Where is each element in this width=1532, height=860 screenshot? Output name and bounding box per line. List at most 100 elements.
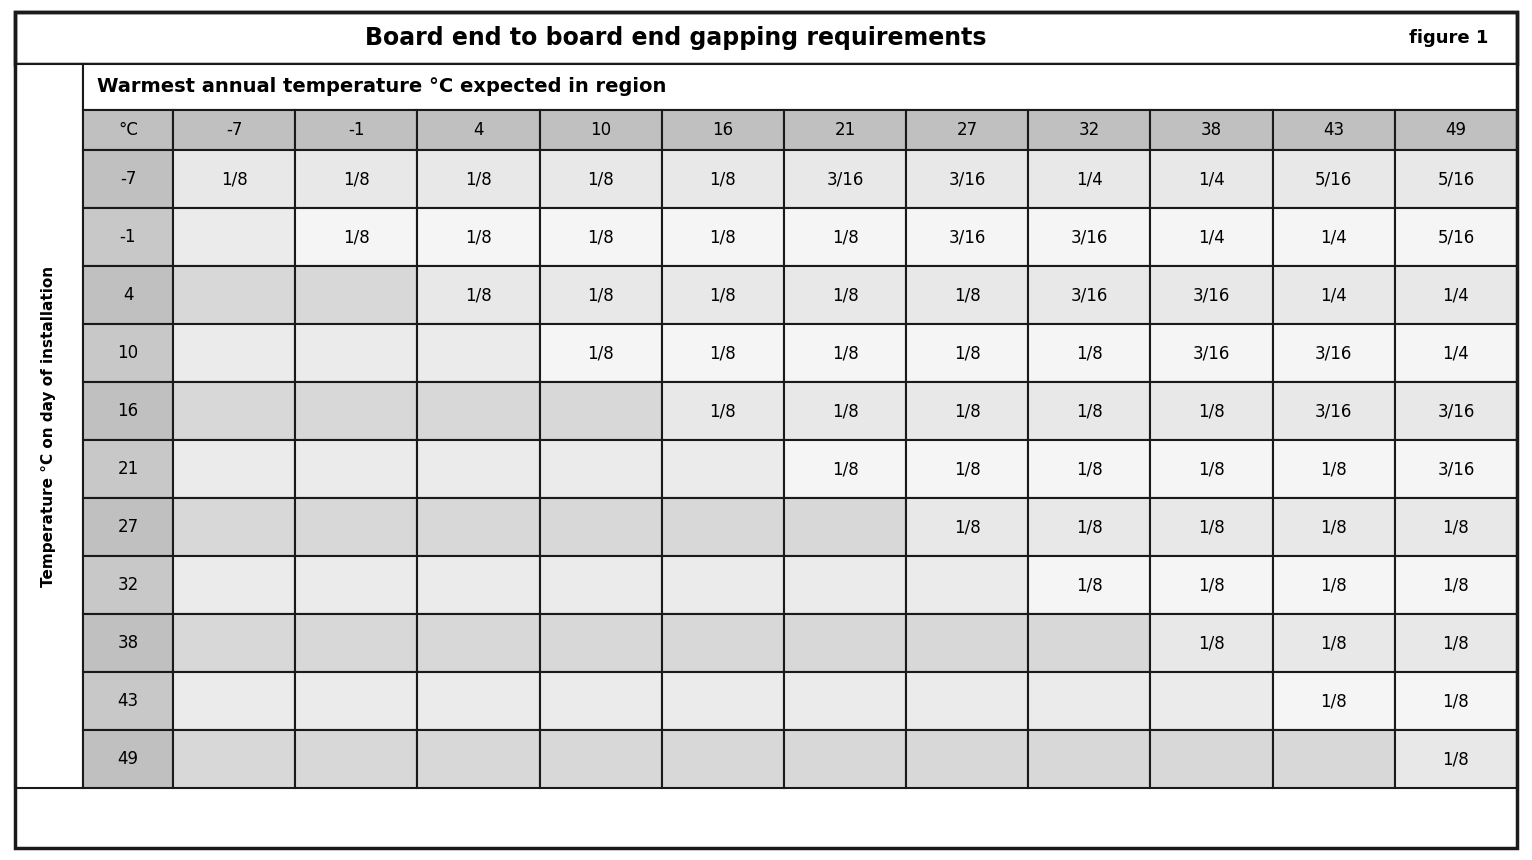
Bar [539, 266, 662, 324]
Bar [784, 440, 905, 498]
Bar [83, 266, 173, 324]
Bar [784, 672, 905, 730]
Text: 1/4: 1/4 [1075, 170, 1103, 188]
Bar [905, 208, 1028, 266]
Bar [662, 208, 784, 266]
Text: 1/8: 1/8 [1443, 518, 1469, 536]
Text: 4: 4 [123, 286, 133, 304]
Bar [417, 440, 539, 498]
Bar [905, 498, 1028, 556]
Text: 1/8: 1/8 [832, 402, 858, 420]
Bar [905, 440, 1028, 498]
Bar [1028, 440, 1151, 498]
Bar [83, 64, 1517, 110]
Text: 1/8: 1/8 [1075, 576, 1103, 594]
Bar [905, 382, 1028, 440]
Text: 1/8: 1/8 [954, 518, 980, 536]
Text: 49: 49 [1445, 121, 1466, 139]
Text: 1/4: 1/4 [1443, 286, 1469, 304]
Bar [1028, 324, 1151, 382]
Text: 21: 21 [118, 460, 138, 478]
Bar [662, 672, 784, 730]
Text: 1/4: 1/4 [1321, 286, 1347, 304]
Bar [417, 614, 539, 672]
Text: 1/8: 1/8 [709, 344, 737, 362]
Bar [784, 382, 905, 440]
Text: 1/8: 1/8 [709, 170, 737, 188]
Text: 1/8: 1/8 [954, 286, 980, 304]
Bar [662, 324, 784, 382]
Text: Temperature °C on day of installation: Temperature °C on day of installation [41, 266, 57, 587]
Text: 1/8: 1/8 [1321, 692, 1347, 710]
Text: 16: 16 [118, 402, 138, 420]
Text: 1/8: 1/8 [709, 286, 737, 304]
Text: 1/8: 1/8 [221, 170, 248, 188]
Text: 1/8: 1/8 [343, 170, 369, 188]
Text: 1/8: 1/8 [1321, 634, 1347, 652]
Bar [784, 324, 905, 382]
Bar [296, 266, 417, 324]
Bar [784, 110, 905, 150]
Text: 32: 32 [118, 576, 138, 594]
Bar [1273, 208, 1394, 266]
Bar [539, 730, 662, 788]
Bar [539, 498, 662, 556]
Bar [1273, 730, 1394, 788]
Bar [539, 672, 662, 730]
Bar [905, 672, 1028, 730]
Bar [784, 208, 905, 266]
Bar [1028, 382, 1151, 440]
Bar [662, 730, 784, 788]
Text: 3/16: 3/16 [1314, 402, 1353, 420]
Bar [173, 266, 296, 324]
Bar [1273, 382, 1394, 440]
Bar [539, 110, 662, 150]
Bar [296, 150, 417, 208]
Bar [83, 324, 173, 382]
Bar [1151, 150, 1273, 208]
Text: 43: 43 [1324, 121, 1344, 139]
Bar [1394, 498, 1517, 556]
Text: 1/8: 1/8 [1075, 344, 1103, 362]
Bar [173, 324, 296, 382]
Text: 16: 16 [712, 121, 734, 139]
Text: 1/8: 1/8 [954, 460, 980, 478]
Text: Warmest annual temperature °C expected in region: Warmest annual temperature °C expected i… [97, 77, 666, 96]
Bar [1394, 614, 1517, 672]
Bar [539, 556, 662, 614]
Text: 3/16: 3/16 [1193, 286, 1230, 304]
Text: 1/8: 1/8 [1321, 576, 1347, 594]
Bar [83, 110, 173, 150]
Bar [539, 208, 662, 266]
Text: 1/8: 1/8 [1443, 692, 1469, 710]
Bar [1273, 266, 1394, 324]
Text: 1/8: 1/8 [832, 286, 858, 304]
Text: 38: 38 [1201, 121, 1223, 139]
Bar [173, 730, 296, 788]
Text: °C: °C [118, 121, 138, 139]
Bar [1394, 382, 1517, 440]
Bar [296, 672, 417, 730]
Bar [83, 672, 173, 730]
Bar [1151, 556, 1273, 614]
Bar [784, 556, 905, 614]
Bar [417, 208, 539, 266]
Bar [662, 498, 784, 556]
Text: 1/8: 1/8 [1198, 518, 1226, 536]
Text: 1/8: 1/8 [1443, 750, 1469, 768]
Text: -7: -7 [225, 121, 242, 139]
Text: 1/8: 1/8 [1198, 402, 1226, 420]
Bar [662, 382, 784, 440]
Bar [417, 556, 539, 614]
Bar [1394, 672, 1517, 730]
Bar [905, 556, 1028, 614]
Text: 1/8: 1/8 [1443, 576, 1469, 594]
Text: 1/8: 1/8 [709, 402, 737, 420]
Bar [1151, 208, 1273, 266]
Bar [1151, 614, 1273, 672]
Bar [83, 498, 173, 556]
Text: 10: 10 [590, 121, 611, 139]
Text: 1/8: 1/8 [709, 228, 737, 246]
Bar [1394, 440, 1517, 498]
Text: 3/16: 3/16 [1193, 344, 1230, 362]
